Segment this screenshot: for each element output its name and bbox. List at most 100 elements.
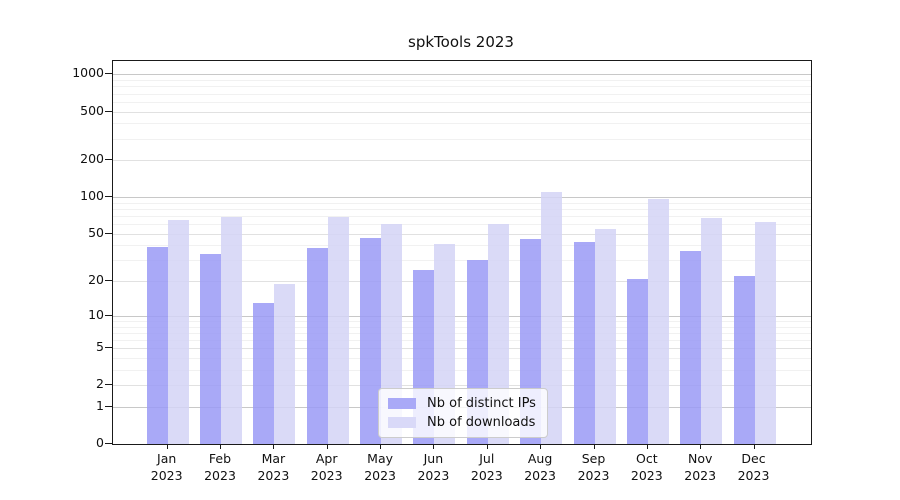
y-gridline <box>113 281 811 283</box>
y-gridline <box>113 86 811 88</box>
x-tick-mark <box>646 444 648 449</box>
bar-downloads <box>221 216 242 444</box>
bar-distinct-ips <box>146 246 168 444</box>
x-tick-label: Jun 2023 <box>417 451 450 483</box>
x-tick-mark <box>380 444 382 449</box>
y-tick-mark <box>105 73 112 75</box>
x-tick-label: Sep 2023 <box>577 451 610 483</box>
bar-downloads <box>167 219 189 444</box>
y-gridline <box>113 123 811 125</box>
x-tick-label: Apr 2023 <box>310 451 343 483</box>
y-gridline <box>113 233 811 235</box>
bar-downloads <box>327 216 349 444</box>
x-tick-mark <box>486 444 488 449</box>
y-gridline <box>113 197 811 199</box>
y-gridline <box>113 369 811 371</box>
y-tick-label: 20 <box>88 272 104 288</box>
chart-title: spkTools 2023 <box>408 33 514 51</box>
x-tick-mark <box>433 444 435 449</box>
bar-distinct-ips <box>360 238 382 444</box>
y-tick-mark <box>105 196 112 198</box>
bar-distinct-ips <box>306 248 328 444</box>
legend-label-distinct-ips: Nb of distinct IPs <box>427 396 536 411</box>
x-tick-mark <box>166 444 168 449</box>
bar-distinct-ips <box>626 278 648 444</box>
y-tick-label: 200 <box>80 151 104 167</box>
bar-distinct-ips <box>253 302 275 444</box>
y-gridline <box>113 320 811 322</box>
y-gridline <box>113 245 811 247</box>
bar-downloads <box>701 218 723 444</box>
y-tick-mark <box>105 384 112 386</box>
bar-downloads <box>541 192 563 444</box>
x-tick-mark <box>593 444 595 449</box>
x-tick-mark <box>273 444 275 449</box>
y-gridline <box>113 160 811 162</box>
y-gridline <box>113 216 811 217</box>
legend-item-distinct-ips: Nb of distinct IPs <box>388 396 536 411</box>
y-tick-label: 0 <box>96 435 104 450</box>
y-tick-label: 100 <box>80 188 104 204</box>
x-tick-label: Jul 2023 <box>470 451 503 483</box>
y-tick-label: 50 <box>88 224 104 240</box>
y-gridline <box>113 348 811 350</box>
y-gridline <box>113 326 811 328</box>
y-gridline <box>113 208 811 210</box>
bar-downloads <box>594 228 616 444</box>
y-tick-mark <box>105 347 112 349</box>
x-tick-label: Aug 2023 <box>524 451 556 483</box>
x-tick-label: Oct 2023 <box>630 451 663 483</box>
y-gridline <box>113 315 811 317</box>
x-tick-label: May 2023 <box>364 451 396 483</box>
bar-distinct-ips <box>680 250 702 444</box>
x-tick-mark <box>220 444 221 449</box>
y-tick-mark <box>105 443 112 444</box>
y-tick-mark <box>105 405 112 407</box>
y-tick-label: 500 <box>80 102 104 118</box>
y-gridline <box>113 138 811 140</box>
legend-label-downloads: Nb of downloads <box>427 415 536 430</box>
x-tick-label: Jan 2023 <box>150 451 183 483</box>
y-tick-label: 1 <box>96 397 104 413</box>
y-tick-label: 2 <box>96 376 104 392</box>
y-gridline <box>113 260 811 262</box>
x-tick-label: Nov 2023 <box>684 451 717 483</box>
x-tick-mark <box>326 444 328 449</box>
y-gridline <box>113 80 811 82</box>
y-tick-mark <box>105 280 112 282</box>
x-tick-mark <box>753 444 755 449</box>
y-gridline <box>113 385 811 387</box>
legend-swatch-distinct-ips <box>388 398 416 409</box>
bar-downloads <box>274 283 296 444</box>
y-gridline <box>113 224 811 226</box>
bar-distinct-ips <box>200 253 221 444</box>
legend-swatch-downloads <box>388 417 416 428</box>
y-gridline <box>113 111 811 113</box>
x-tick-label: Mar 2023 <box>257 451 290 483</box>
y-gridline <box>113 357 811 359</box>
bar-downloads <box>647 199 669 444</box>
bar-distinct-ips <box>733 276 755 444</box>
y-tick-mark <box>105 110 112 112</box>
y-tick-mark <box>105 159 112 161</box>
x-tick-label: Dec 2023 <box>737 451 770 483</box>
x-tick-mark <box>540 444 542 449</box>
bar-downloads <box>754 221 776 444</box>
x-tick-label: Feb 2023 <box>204 451 236 483</box>
y-tick-label: 5 <box>96 339 104 355</box>
bar-distinct-ips <box>573 241 595 444</box>
legend: Nb of distinct IPs Nb of downloads <box>378 388 548 438</box>
y-tick-label: 10 <box>88 306 104 322</box>
y-gridline <box>113 332 811 334</box>
y-tick-label: 1000 <box>72 65 104 81</box>
legend-item-downloads: Nb of downloads <box>388 415 536 430</box>
y-gridline <box>113 74 811 76</box>
y-gridline <box>113 101 811 103</box>
x-tick-mark <box>700 444 702 449</box>
y-tick-mark <box>105 314 112 316</box>
y-gridline <box>113 339 811 341</box>
y-gridline <box>113 202 811 204</box>
y-tick-mark <box>105 232 112 234</box>
y-gridline <box>113 93 811 95</box>
